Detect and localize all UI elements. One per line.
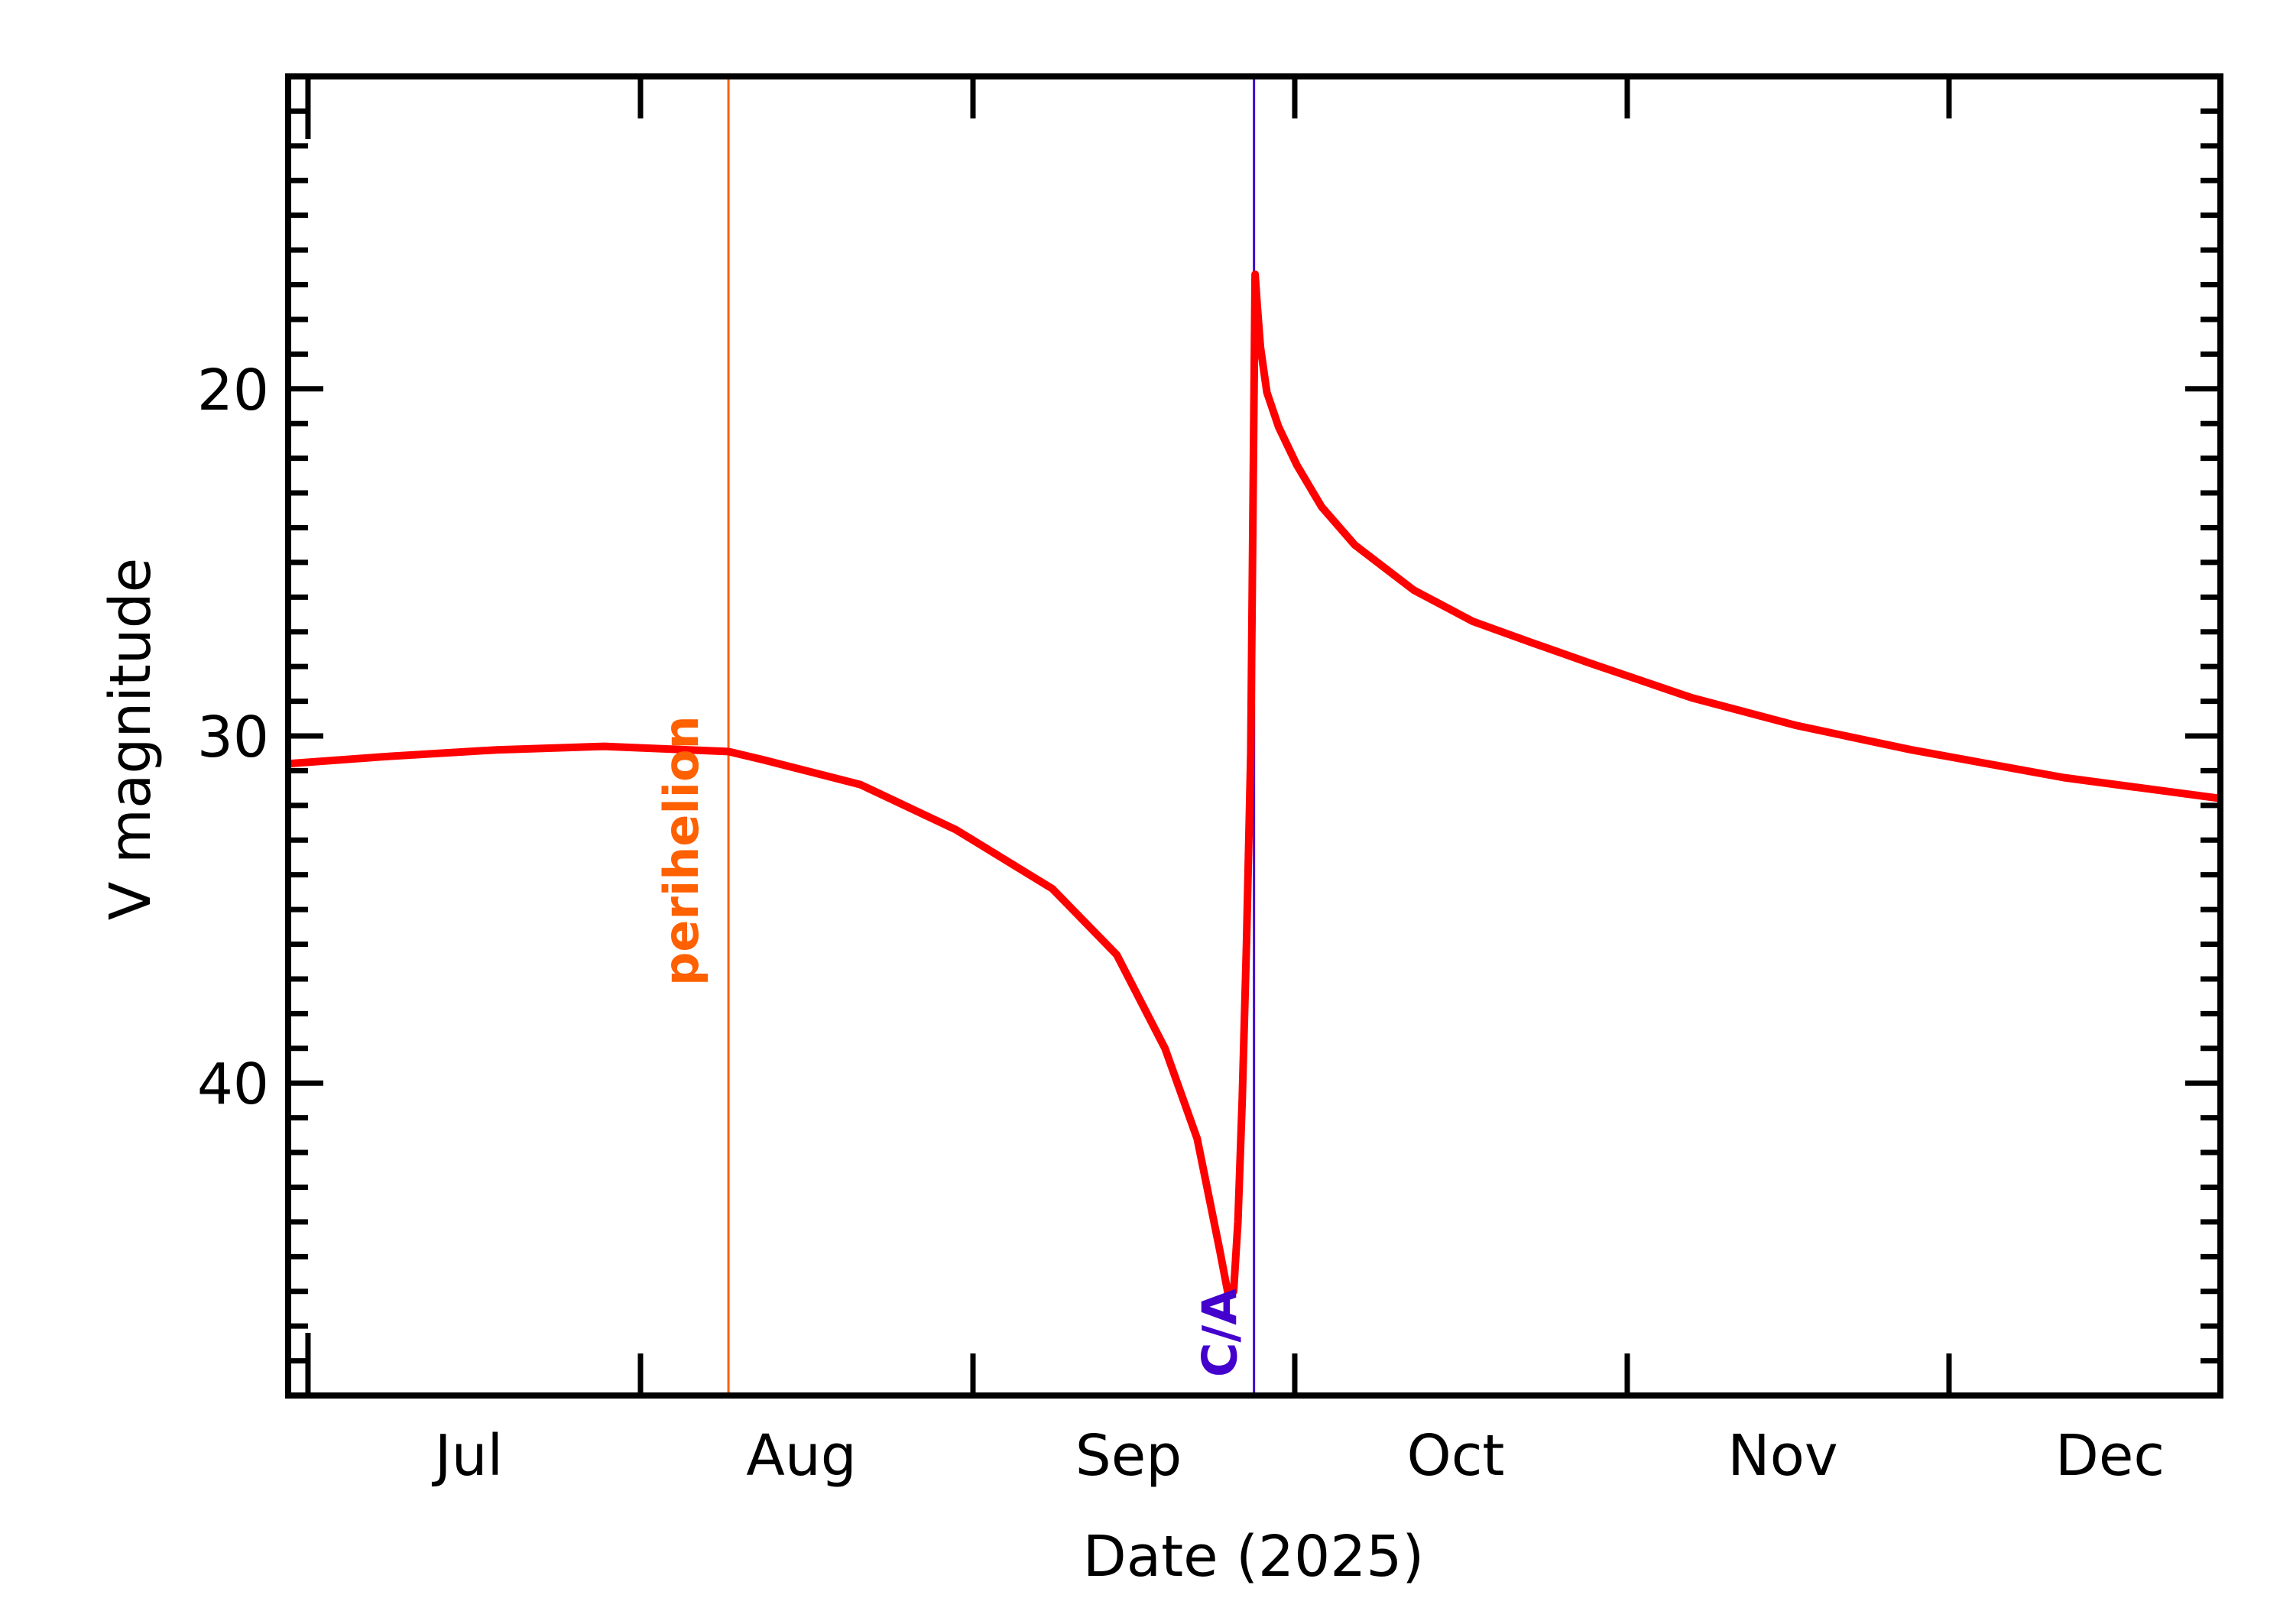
plot-frame xyxy=(285,73,2223,1399)
x-tick-label: Jul xyxy=(432,1423,503,1489)
y-axis-title: V magnitude xyxy=(98,558,164,920)
y-tick-label: 40 xyxy=(197,1052,269,1117)
x-tick-label: Aug xyxy=(746,1423,857,1489)
y-tick-label: 30 xyxy=(197,705,269,770)
x-tick-label: Nov xyxy=(1727,1423,1837,1489)
perihelion-label: perihelion xyxy=(654,715,709,986)
axis-ticks xyxy=(288,73,2220,1399)
x-axis-title: Date (2025) xyxy=(1083,1524,1424,1590)
magnitude-curve xyxy=(288,270,2220,1299)
y-tick-label: 20 xyxy=(197,358,269,423)
close-approach-label: C/A xyxy=(1192,1289,1248,1377)
x-tick-label: Sep xyxy=(1075,1423,1182,1489)
x-tick-label: Dec xyxy=(2055,1423,2165,1489)
x-tick-label: Oct xyxy=(1406,1423,1504,1489)
x-tick-labels: Jul Aug Sep Oct Nov Dec xyxy=(432,1423,2165,1489)
y-tick-labels: 20 30 40 xyxy=(197,358,269,1117)
